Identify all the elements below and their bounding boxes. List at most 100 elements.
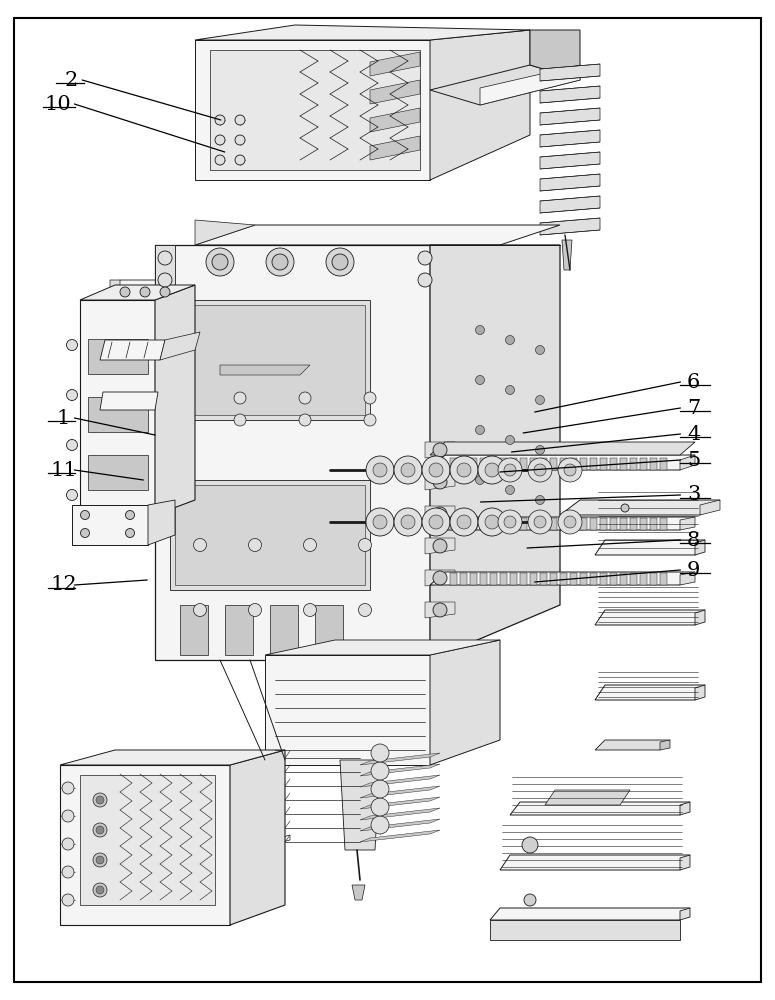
Circle shape [505,436,515,444]
Polygon shape [680,517,695,530]
Polygon shape [480,458,487,470]
Polygon shape [370,108,420,132]
Polygon shape [550,573,557,585]
Polygon shape [580,573,587,585]
Polygon shape [425,442,455,458]
Polygon shape [88,339,148,374]
Circle shape [528,458,552,482]
Polygon shape [500,458,507,470]
Polygon shape [620,573,627,585]
Polygon shape [620,518,627,530]
Polygon shape [195,225,560,245]
Circle shape [450,508,478,536]
Circle shape [215,115,225,125]
Polygon shape [510,518,517,530]
Circle shape [234,414,246,426]
Polygon shape [430,442,695,455]
Circle shape [62,838,74,850]
Polygon shape [545,790,630,805]
Polygon shape [660,458,667,470]
Polygon shape [630,518,637,530]
Polygon shape [60,750,285,765]
Polygon shape [595,685,705,700]
Circle shape [371,798,389,816]
Text: 2: 2 [64,70,78,90]
Circle shape [158,251,172,265]
Polygon shape [88,455,148,490]
Polygon shape [430,572,695,585]
Circle shape [96,826,104,834]
Circle shape [478,508,506,536]
Circle shape [505,336,515,344]
Polygon shape [430,455,695,470]
Circle shape [504,464,516,476]
Polygon shape [100,340,165,360]
Text: 12: 12 [50,576,77,594]
Circle shape [158,273,172,287]
Circle shape [67,489,78,500]
Polygon shape [630,573,637,585]
Circle shape [235,115,245,125]
Polygon shape [570,573,577,585]
Circle shape [433,507,447,521]
Polygon shape [155,245,175,465]
Circle shape [62,866,74,878]
Polygon shape [195,25,530,40]
Circle shape [558,510,582,534]
Polygon shape [660,518,667,530]
Polygon shape [540,108,600,125]
Circle shape [96,796,104,804]
Polygon shape [590,518,597,530]
Polygon shape [450,458,457,470]
Polygon shape [170,300,370,420]
Polygon shape [560,518,567,530]
Text: 1: 1 [57,408,71,428]
Polygon shape [600,518,607,530]
Circle shape [249,538,261,552]
Polygon shape [180,605,208,655]
Circle shape [528,510,552,534]
Circle shape [564,516,576,528]
Circle shape [558,458,582,482]
Text: 10: 10 [45,95,71,113]
Circle shape [235,155,245,165]
Polygon shape [640,518,647,530]
Circle shape [126,528,135,538]
Circle shape [371,762,389,780]
Polygon shape [500,573,507,585]
Circle shape [485,463,499,477]
Polygon shape [360,753,440,765]
Circle shape [62,782,74,794]
Circle shape [476,426,484,434]
Polygon shape [480,518,487,530]
Polygon shape [155,460,180,480]
Circle shape [429,463,443,477]
Polygon shape [352,885,365,900]
Circle shape [62,810,74,822]
Polygon shape [460,458,467,470]
Circle shape [359,538,371,552]
Circle shape [371,780,389,798]
Polygon shape [340,760,380,850]
Circle shape [235,135,245,145]
Polygon shape [520,573,527,585]
Polygon shape [562,240,572,270]
Polygon shape [540,218,600,235]
Polygon shape [175,305,365,415]
Polygon shape [590,573,597,585]
Polygon shape [88,397,148,432]
Text: 4: 4 [687,424,701,444]
Polygon shape [660,740,670,750]
Circle shape [534,516,546,528]
Circle shape [93,793,107,807]
Polygon shape [570,518,577,530]
Polygon shape [230,750,285,925]
Circle shape [212,254,228,270]
Circle shape [505,385,515,394]
Polygon shape [500,855,690,870]
Circle shape [215,135,225,145]
Circle shape [96,886,104,894]
Polygon shape [530,573,537,585]
Circle shape [536,346,545,355]
Polygon shape [80,285,195,300]
